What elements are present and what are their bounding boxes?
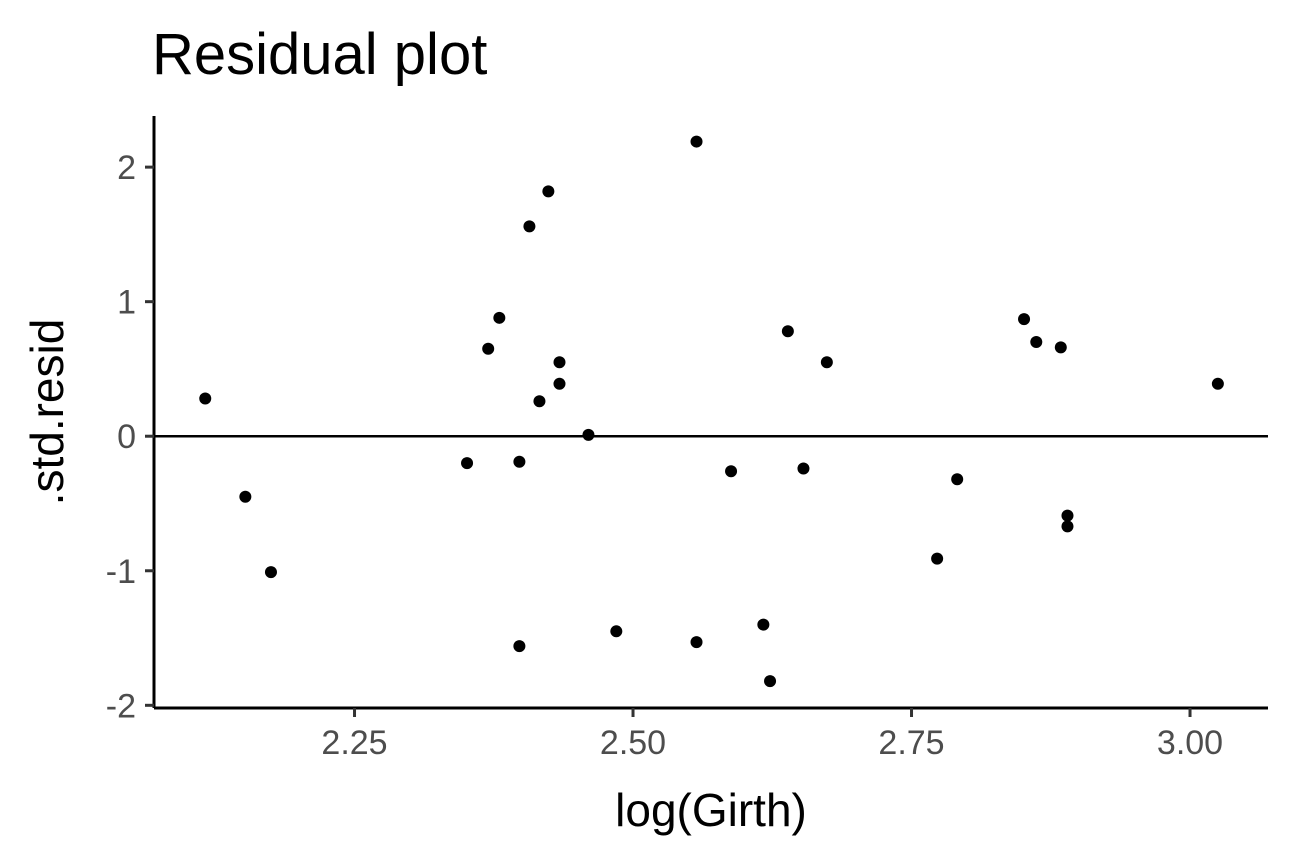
- x-tick-label-2.50: 2.50: [600, 724, 666, 762]
- data-point-5: [482, 342, 495, 355]
- data-point-24: [931, 552, 944, 565]
- y-axis: 2 1 0 -1 -2: [106, 116, 156, 725]
- data-point-25: [951, 473, 964, 486]
- x-tick-label-2.25: 2.25: [321, 724, 387, 762]
- data-point-1: [199, 392, 212, 405]
- data-point-3: [264, 566, 277, 579]
- data-point-31: [1211, 377, 1224, 390]
- data-point-29: [1061, 509, 1074, 522]
- data-point-23: [820, 356, 833, 369]
- plot-area: [154, 135, 1268, 688]
- data-point-20: [764, 675, 777, 688]
- data-point-8: [513, 640, 526, 653]
- x-tick-label-3.00: 3.00: [1157, 724, 1223, 762]
- data-point-18: [725, 465, 738, 478]
- data-point-10: [533, 395, 546, 408]
- data-point-9: [523, 220, 536, 233]
- chart-title: Residual plot: [152, 22, 487, 87]
- data-point-15: [610, 625, 623, 638]
- data-point-7: [513, 455, 526, 468]
- y-tick-label-0: 0: [117, 418, 136, 456]
- y-axis-label: .std.resid: [21, 319, 73, 506]
- y-tick-label--2: -2: [106, 687, 136, 725]
- x-axis-label: log(Girth): [615, 784, 807, 836]
- data-point-13: [553, 377, 566, 390]
- data-point-6: [493, 311, 506, 324]
- data-point-30: [1061, 520, 1074, 533]
- data-point-16: [690, 135, 703, 148]
- data-point-26: [1018, 313, 1031, 326]
- y-tick-label-1: 1: [117, 284, 136, 322]
- x-tick-label-2.75: 2.75: [878, 724, 944, 762]
- data-point-12: [553, 356, 566, 369]
- data-point-27: [1030, 336, 1043, 349]
- data-point-19: [757, 618, 770, 631]
- y-tick-label--1: -1: [106, 553, 136, 591]
- data-point-28: [1054, 341, 1067, 354]
- data-point-11: [542, 185, 555, 198]
- data-point-21: [781, 325, 794, 338]
- data-point-2: [239, 490, 252, 503]
- data-point-17: [690, 636, 703, 649]
- x-axis: 2.25 2.50 2.75 3.00: [154, 706, 1268, 762]
- data-point-14: [582, 428, 595, 441]
- y-tick-label-2: 2: [117, 149, 136, 187]
- data-point-4: [461, 457, 474, 470]
- data-point-22: [797, 462, 810, 475]
